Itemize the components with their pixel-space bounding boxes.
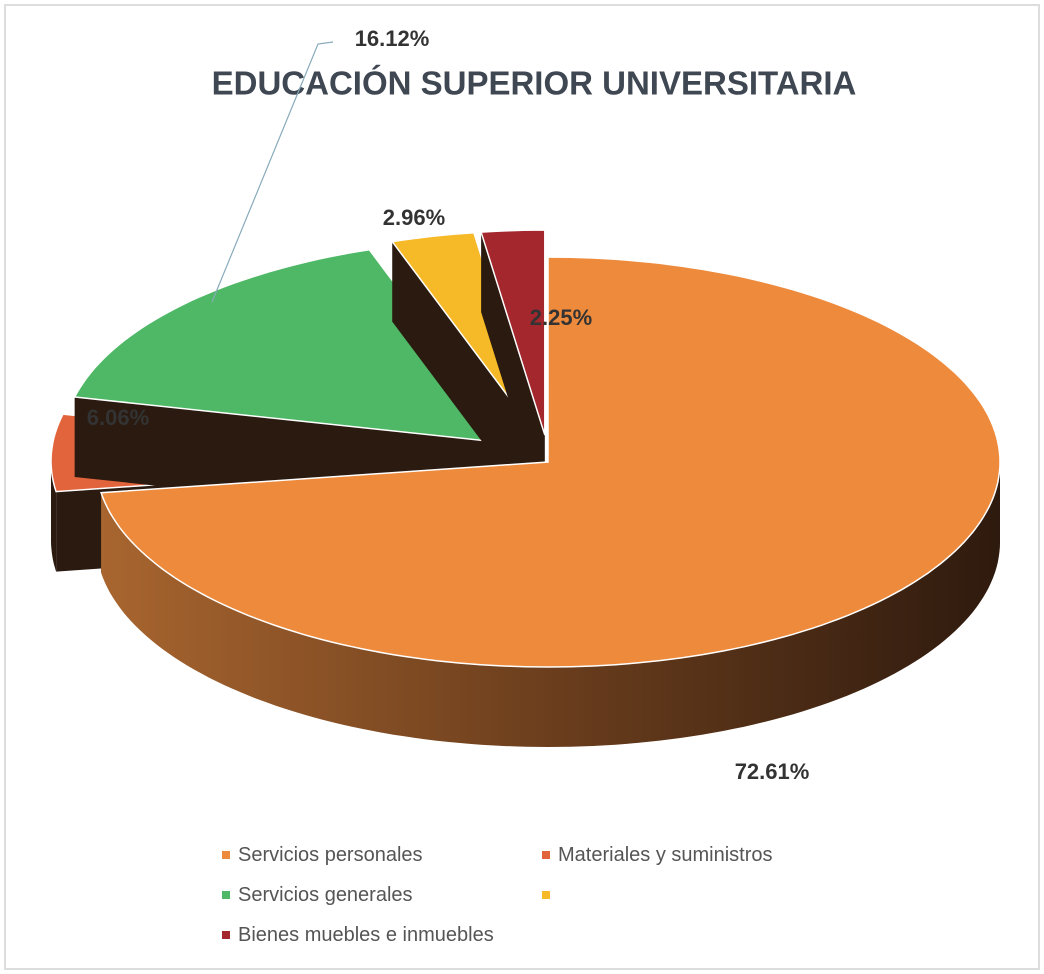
legend-swatch xyxy=(222,891,230,899)
legend-label: Servicios generales xyxy=(238,883,413,906)
value-label: 2.96% xyxy=(383,205,445,230)
leader-line xyxy=(211,41,334,303)
legend-item xyxy=(542,880,862,910)
slice xyxy=(390,232,539,437)
legend-item: Materiales y suministros xyxy=(542,840,862,870)
value-label: 72.61% xyxy=(735,759,810,784)
legend-label: Materiales y suministros xyxy=(558,843,773,866)
slice-side xyxy=(101,462,1001,747)
legend-label: Servicios personales xyxy=(238,843,423,866)
value-label: 6.06% xyxy=(87,405,149,430)
legend-swatch xyxy=(542,851,550,859)
legend-item: Bienes muebles e inmuebles xyxy=(222,920,542,950)
slice-edge-face xyxy=(392,241,538,516)
legend-swatch xyxy=(222,851,230,859)
slice xyxy=(480,229,546,436)
legend: Servicios personales Materiales y suminis… xyxy=(222,840,862,950)
legend-item: Servicios personales xyxy=(222,840,542,870)
frame xyxy=(4,4,1040,970)
legend-item: Servicios generales xyxy=(222,880,542,910)
chart-title: EDUCACIÓN SUPERIOR UNIVERSITARIA xyxy=(212,65,857,102)
legend-swatch xyxy=(542,891,550,899)
slice-edge-face xyxy=(481,232,545,516)
value-label: 2.25% xyxy=(530,305,592,330)
value-label: 16.12% xyxy=(355,26,430,51)
legend-label: Bienes muebles e inmuebles xyxy=(238,923,494,946)
slice xyxy=(100,256,1001,668)
legend-swatch xyxy=(222,931,230,939)
